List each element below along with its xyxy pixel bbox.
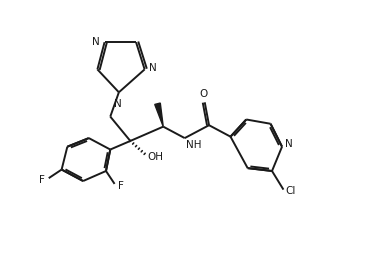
Text: Cl: Cl	[286, 186, 296, 196]
Text: F: F	[39, 175, 45, 185]
Text: N: N	[149, 63, 156, 73]
Text: NH: NH	[186, 140, 201, 150]
Polygon shape	[155, 103, 163, 127]
Text: OH: OH	[147, 152, 163, 162]
Text: N: N	[113, 99, 121, 109]
Text: O: O	[199, 89, 208, 99]
Text: F: F	[118, 181, 124, 191]
Text: N: N	[285, 139, 293, 149]
Text: N: N	[91, 37, 99, 47]
